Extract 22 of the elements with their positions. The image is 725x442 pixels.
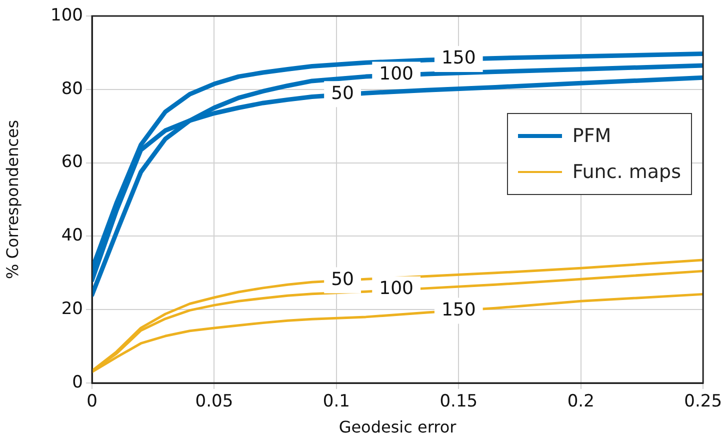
y-tick-label: 0 bbox=[72, 372, 83, 392]
x-tick-label: 0 bbox=[86, 392, 98, 412]
x-axis-title: Geodesic error bbox=[338, 418, 457, 437]
y-axis-title: % Correspondences bbox=[2, 120, 22, 280]
y-tick-label: 100 bbox=[50, 5, 83, 26]
x-tick-label: 0.25 bbox=[684, 392, 722, 412]
x-tick-label: 0.15 bbox=[440, 392, 478, 412]
annotation: 50 bbox=[331, 268, 354, 290]
x-tick-label: 0.2 bbox=[567, 392, 594, 412]
annotation: 50 bbox=[331, 82, 354, 104]
legend-label: Func. maps bbox=[572, 161, 681, 183]
annotation: 100 bbox=[379, 278, 414, 300]
annotation: 150 bbox=[441, 299, 476, 320]
annotation: 100 bbox=[379, 63, 414, 84]
x-tick-label: 0.05 bbox=[195, 392, 234, 412]
y-tick-label: 40 bbox=[61, 226, 83, 246]
legend-label: PFM bbox=[572, 125, 612, 147]
annotation: 150 bbox=[441, 48, 476, 69]
x-tick-label: 0.1 bbox=[322, 392, 350, 412]
y-tick-label: 20 bbox=[61, 299, 83, 320]
y-tick-label: 60 bbox=[61, 152, 83, 172]
y-tick-label: 80 bbox=[61, 78, 83, 99]
